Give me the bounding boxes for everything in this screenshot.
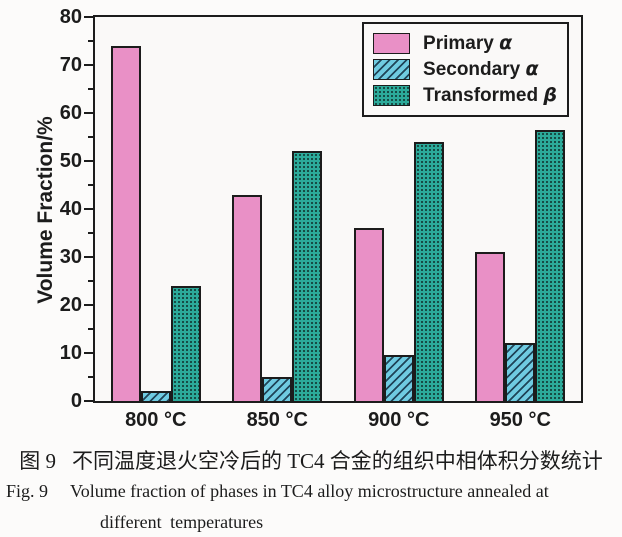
x-tick-label-950-c: 950 °C [489, 409, 551, 431]
x-tick-label-850-c: 850 °C [246, 409, 308, 431]
caption-english-label: Fig. 9 [6, 481, 49, 501]
bar-secondary-950-c [505, 343, 536, 401]
y-major-tick [84, 112, 93, 114]
y-major-tick [84, 208, 93, 210]
bar-primary-900-c [353, 228, 384, 401]
x-tick-label-800-c: 800 °C [125, 409, 187, 431]
legend-label-transformed: Transformed β [423, 84, 557, 106]
bar-primary-800-c [110, 45, 141, 401]
y-major-tick [84, 256, 93, 258]
bar-group-850-c [217, 151, 339, 401]
y-tick-label: 20 [59, 294, 82, 316]
legend-swatch-transformed [373, 85, 411, 106]
caption-english-text: Volume fraction of phases in TC4 alloy m… [70, 481, 549, 501]
y-minor-tick [88, 232, 93, 234]
legend: Primary α Secondary α Transformed β [362, 22, 569, 117]
y-tick-label: 80 [59, 6, 82, 28]
y-tick-label: 30 [59, 246, 82, 268]
y-major-tick [84, 16, 93, 18]
legend-item-primary: Primary α [373, 32, 557, 55]
bar-primary-850-c [232, 194, 263, 401]
y-minor-tick [88, 88, 93, 90]
y-major-tick [84, 352, 93, 354]
y-tick-label: 0 [70, 390, 82, 412]
bar-secondary-800-c [140, 391, 171, 401]
y-tick-label: 60 [59, 102, 82, 124]
legend-swatch-secondary [373, 59, 411, 80]
y-tick-label: 70 [59, 54, 82, 76]
bar-secondary-850-c [262, 377, 293, 401]
caption-english: Fig. 9 Volume fraction of phases in TC4 a… [6, 481, 620, 502]
legend-swatch-primary [373, 33, 411, 54]
bar-secondary-900-c [383, 355, 414, 401]
caption-english-line2: different temperatures [100, 512, 264, 532]
legend-label-primary: Primary α [423, 32, 513, 54]
y-minor-tick [88, 40, 93, 42]
legend-label-secondary: Secondary α [423, 58, 539, 80]
bar-group-950-c [460, 129, 582, 401]
y-minor-tick [88, 328, 93, 330]
y-major-tick [84, 160, 93, 162]
bar-primary-950-c [475, 252, 506, 401]
y-tick-label: 40 [59, 198, 82, 220]
legend-item-secondary: Secondary α [373, 58, 557, 81]
y-minor-tick [88, 184, 93, 186]
y-minor-tick [88, 136, 93, 138]
y-tick-label: 10 [59, 342, 82, 364]
caption-chinese: 图 9 不同温度退火空冷后的 TC4 合金的组织中相体积分数统计 [0, 445, 622, 475]
bar-transformed-950-c [535, 129, 566, 401]
bar-group-800-c [95, 45, 217, 401]
y-major-tick [84, 400, 93, 402]
legend-item-transformed: Transformed β [373, 84, 557, 107]
bar-transformed-800-c [170, 285, 201, 401]
y-minor-tick [88, 280, 93, 282]
y-major-tick [84, 304, 93, 306]
bar-transformed-900-c [413, 141, 444, 401]
y-tick-label: 50 [59, 150, 82, 172]
x-tick-label-900-c: 900 °C [368, 409, 430, 431]
bar-transformed-850-c [292, 151, 323, 401]
plot-area: Primary α Secondary α Transformed β [93, 15, 583, 403]
bars-layer [95, 17, 581, 401]
caption-chinese-label: 图 9 [19, 449, 56, 473]
y-major-tick [84, 64, 93, 66]
y-minor-tick [88, 376, 93, 378]
caption-chinese-text: 不同温度退火空冷后的 TC4 合金的组织中相体积分数统计 [71, 449, 603, 473]
bar-group-900-c [338, 141, 460, 401]
